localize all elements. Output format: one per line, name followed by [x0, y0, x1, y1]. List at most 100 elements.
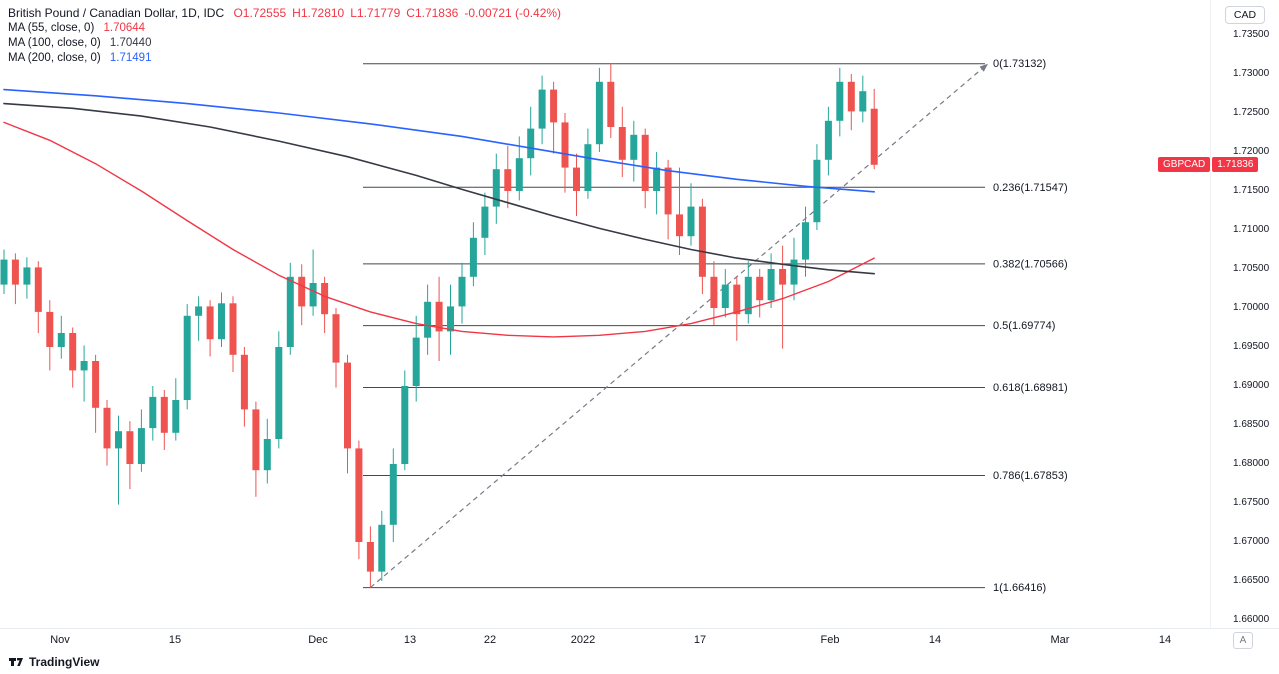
candle-body	[183, 315, 191, 400]
candle-body	[504, 169, 512, 191]
candle-body	[618, 127, 626, 160]
ma-line[interactable]	[3, 88, 876, 193]
candle-body	[458, 276, 466, 307]
candle-body	[676, 214, 683, 237]
trendline-arrowhead	[979, 63, 988, 72]
candle-body	[721, 284, 729, 308]
candle-body	[813, 159, 821, 223]
candle-body	[240, 354, 248, 410]
candle-body	[321, 283, 329, 315]
currency-button[interactable]: CAD	[1225, 6, 1265, 24]
price-tick-label: 1.66500	[1233, 575, 1270, 586]
price-tick-label: 1.73500	[1233, 29, 1270, 40]
brand-name[interactable]: TradingView	[29, 655, 100, 669]
candle-body	[229, 303, 237, 355]
candle-body	[687, 206, 695, 237]
candle-body	[630, 134, 638, 160]
price-tick-label: 1.68500	[1233, 419, 1270, 430]
chart-plot[interactable]: 0(1.73132) 0.236(1.71547) 0.382(1.70566) 0.…	[0, 0, 1210, 650]
tradingview-logo-icon[interactable]	[9, 655, 24, 669]
candle-body	[160, 396, 168, 433]
ma-line[interactable]	[3, 121, 875, 338]
ma55-value: 1.70644	[103, 22, 146, 34]
candle-body	[653, 167, 661, 191]
time-tick-label: 15	[168, 634, 182, 646]
footer: TradingView	[0, 650, 1279, 674]
time-tick-label: 14	[928, 634, 942, 646]
candle-body	[664, 167, 672, 215]
candle-body	[424, 301, 432, 338]
price-tick-label: 1.70500	[1233, 263, 1270, 274]
candle-body	[11, 259, 19, 285]
ma100-value: 1.70440	[109, 37, 152, 49]
candle-body	[710, 276, 718, 308]
candle-body	[607, 81, 615, 127]
candle-body	[275, 347, 283, 439]
open-value: O1.72555	[233, 6, 287, 20]
price-tick-label: 1.68000	[1233, 458, 1270, 469]
price-tick-label: 1.67000	[1233, 536, 1270, 547]
low-value: L1.71779	[350, 6, 401, 20]
candle-body	[344, 362, 351, 449]
fib-label: 0.236(1.71547)	[993, 182, 1068, 194]
candle-body	[469, 237, 477, 277]
candle-body	[824, 120, 832, 160]
candle-body	[115, 431, 122, 449]
candle-body	[80, 361, 88, 371]
candle-body	[149, 396, 157, 429]
fib-label: 0.5(1.69774)	[993, 320, 1055, 332]
price-tick-label: 1.73000	[1233, 68, 1270, 79]
change-value: -0.00721 (-0.42%)	[464, 6, 562, 20]
time-axis[interactable]: A Nov 15 Dec 13 22 2022 17 Feb 14 Mar 14	[0, 628, 1279, 651]
candle-body	[573, 167, 580, 191]
time-tick-label: Dec	[308, 634, 328, 646]
time-tick-label: Feb	[820, 634, 840, 646]
candle-body	[744, 276, 752, 315]
candle-body	[34, 267, 42, 312]
symbol-title[interactable]: British Pound / Canadian Dollar, 1D, IDC	[8, 6, 225, 20]
auto-scale-button[interactable]: A	[1233, 632, 1253, 649]
time-tick-label: 2022	[570, 634, 596, 646]
time-tick-label: 13	[403, 634, 417, 646]
candle-body	[195, 306, 203, 316]
ma55-legend[interactable]: MA (55, close, 0) 1.70644	[8, 21, 567, 35]
ma200-value: 1.71491	[109, 52, 152, 64]
candle-body	[218, 303, 225, 340]
candle-body	[790, 259, 798, 285]
candle-body	[733, 284, 741, 315]
ma-line[interactable]	[3, 102, 876, 275]
time-tick-label: 22	[483, 634, 497, 646]
candle-body	[515, 158, 523, 191]
candle-body	[481, 206, 489, 238]
candle-body	[389, 464, 397, 525]
candle-body	[0, 259, 8, 285]
ohlc-values: O1.72555 H1.72810 L1.71779 C1.71836 -0.00721…	[233, 6, 567, 20]
candle-body	[802, 222, 809, 260]
close-value: C1.71836	[406, 6, 459, 20]
candle-body	[57, 333, 65, 347]
ma55-label: MA (55, close, 0)	[8, 22, 95, 34]
candle-body	[412, 337, 420, 386]
candle-body	[286, 276, 294, 347]
fib-label: 0.786(1.67853)	[993, 470, 1068, 482]
price-axis[interactable]: CAD 1.73500 1.73000 1.72500 1.72000 1.71500 1…	[1210, 0, 1279, 628]
candle-body	[252, 409, 260, 471]
candle-body	[492, 169, 500, 207]
candle-body	[103, 407, 111, 449]
price-tick-label: 1.71000	[1233, 224, 1270, 235]
candle-body	[126, 431, 134, 464]
candle-body	[401, 386, 409, 464]
candle-body	[298, 276, 306, 307]
price-tick-label: 1.72500	[1233, 107, 1270, 118]
candle-body	[527, 128, 535, 159]
price-tick-label: 1.70000	[1233, 302, 1270, 313]
candle-body	[309, 283, 317, 307]
last-price-badge: GBPCAD 1.71836	[1158, 157, 1259, 172]
ma200-legend[interactable]: MA (200, close, 0) 1.71491	[8, 51, 567, 65]
candle-body	[137, 428, 145, 464]
candle-body	[779, 269, 787, 285]
candle-body	[584, 144, 592, 191]
ma100-legend[interactable]: MA (100, close, 0) 1.70440	[8, 36, 567, 50]
candle-body	[767, 269, 775, 301]
